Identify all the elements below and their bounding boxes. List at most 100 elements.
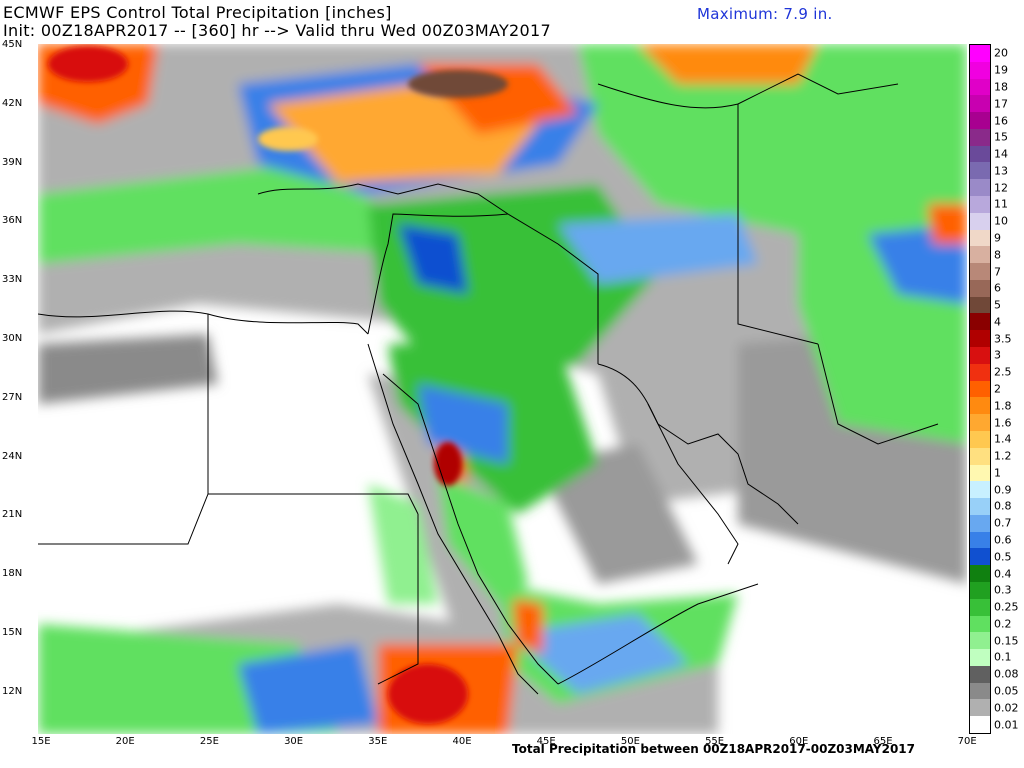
latitude-label: 33N <box>2 274 23 286</box>
legend-label: 1.8 <box>994 399 1012 413</box>
legend-swatch <box>970 196 990 214</box>
legend-swatch <box>970 464 990 482</box>
legend-label: 0.08 <box>994 667 1019 681</box>
legend-swatch <box>970 128 990 147</box>
legend-label: 0.1 <box>994 650 1012 664</box>
legend-label: 0.01 <box>994 718 1019 732</box>
latitude-label: 12N <box>2 685 23 697</box>
legend-swatch <box>970 95 990 113</box>
latitude-label: 24N <box>2 450 23 462</box>
longitude-label: 25E <box>199 736 219 747</box>
legend-label: 16 <box>994 114 1008 127</box>
legend-label: 17 <box>994 97 1008 111</box>
longitude-label: 15E <box>31 736 51 747</box>
longitude-label: 50E <box>620 736 640 747</box>
longitude-label: 60E <box>789 736 809 747</box>
legend-label: 10 <box>994 214 1008 228</box>
legend-swatch <box>970 682 990 700</box>
legend-swatch <box>970 665 990 684</box>
legend-swatch <box>970 514 990 533</box>
legend-swatch <box>970 347 990 365</box>
latitude-label: 15N <box>2 627 23 638</box>
legend-swatch <box>970 313 990 331</box>
coastlines-and-borders <box>38 73 939 695</box>
legend-label: 20 <box>994 46 1008 60</box>
legend-label: 11 <box>994 197 1008 211</box>
legend-label: 0.5 <box>994 550 1012 564</box>
legend-label: 8 <box>994 248 1001 262</box>
legend-swatch <box>970 61 990 80</box>
maximum-value: Maximum: 7.9 in. <box>697 5 833 23</box>
legend-label: 0.8 <box>994 499 1012 513</box>
legend-label: 3 <box>994 348 1001 362</box>
legend-swatch <box>970 598 990 617</box>
legend-swatch <box>970 229 990 247</box>
legend-swatch <box>970 548 990 566</box>
legend-swatch <box>970 263 990 281</box>
legend-swatch <box>970 78 990 96</box>
latitude-label: 39N <box>2 156 23 168</box>
legend-swatch <box>970 246 990 264</box>
legend-label: 4 <box>994 315 1001 329</box>
legend-swatch <box>970 397 990 415</box>
longitude-label: 45E <box>536 736 556 747</box>
legend-swatch <box>970 531 990 549</box>
legend-swatch <box>970 716 990 734</box>
chart-subtitle: Init: 00Z18APR2017 -- [360] hr --> Valid… <box>3 21 551 40</box>
longitude-label: 35E <box>368 736 388 747</box>
legend-swatch <box>970 330 990 348</box>
legend-swatch <box>970 565 990 583</box>
legend-swatch <box>970 481 990 499</box>
legend-label: 19 <box>994 63 1008 77</box>
legend-label: 0.25 <box>994 600 1019 614</box>
legend-label: 15 <box>994 130 1008 144</box>
legend-label: 5 <box>994 298 1001 312</box>
longitude-label: 70E <box>957 736 977 747</box>
latitude-label: 27N <box>2 391 23 403</box>
legend-label: 13 <box>994 164 1008 178</box>
map-canvas <box>38 44 967 734</box>
latitude-label: 21N <box>2 509 23 521</box>
legend-label: 2 <box>994 382 1001 396</box>
precipitation-map <box>38 44 967 734</box>
legend-label: 1 <box>994 466 1001 480</box>
legend-swatch <box>970 179 990 197</box>
chart-title: ECMWF EPS Control Total Precipitation [i… <box>3 3 392 22</box>
heavy-cores <box>48 46 508 724</box>
latitude-label: 42N <box>2 97 23 109</box>
legend-swatch <box>970 112 990 130</box>
legend-swatch <box>970 414 990 432</box>
precipitation-field <box>38 44 967 734</box>
legend-label: 1.6 <box>994 416 1012 430</box>
legend-label: 14 <box>994 147 1008 161</box>
legend-swatch <box>970 632 990 650</box>
latitude-label: 36N <box>2 215 23 227</box>
color-legend <box>969 44 991 734</box>
legend-swatch <box>970 699 990 717</box>
legend-swatch <box>970 380 990 398</box>
legend-swatch <box>970 279 990 298</box>
longitude-label: 55E <box>705 736 725 747</box>
latitude-label: 30N <box>2 333 23 344</box>
legend-swatch <box>970 498 990 516</box>
longitude-label: 30E <box>284 736 304 747</box>
legend-label: 7 <box>994 265 1001 279</box>
legend-swatch <box>970 145 990 163</box>
legend-swatch <box>970 363 990 382</box>
legend-label: 9 <box>994 231 1001 245</box>
footer-caption: Total Precipitation between 00Z18APR2017… <box>512 742 916 756</box>
legend-label: 0.7 <box>994 516 1012 530</box>
legend-label: 0.6 <box>994 533 1012 547</box>
legend-label: 0.02 <box>994 701 1019 715</box>
legend-label: 3.5 <box>994 332 1012 346</box>
legend-swatch <box>970 212 990 231</box>
legend-label: 2.5 <box>994 365 1012 379</box>
legend-label: 1.4 <box>994 432 1012 446</box>
legend-label: 12 <box>994 181 1008 195</box>
legend-label: 0.15 <box>994 634 1019 648</box>
latitude-label: 45N <box>2 39 23 50</box>
legend-swatch <box>970 45 990 63</box>
legend-swatch <box>970 162 990 180</box>
legend-swatch <box>970 649 990 667</box>
legend-label: 18 <box>994 80 1008 94</box>
